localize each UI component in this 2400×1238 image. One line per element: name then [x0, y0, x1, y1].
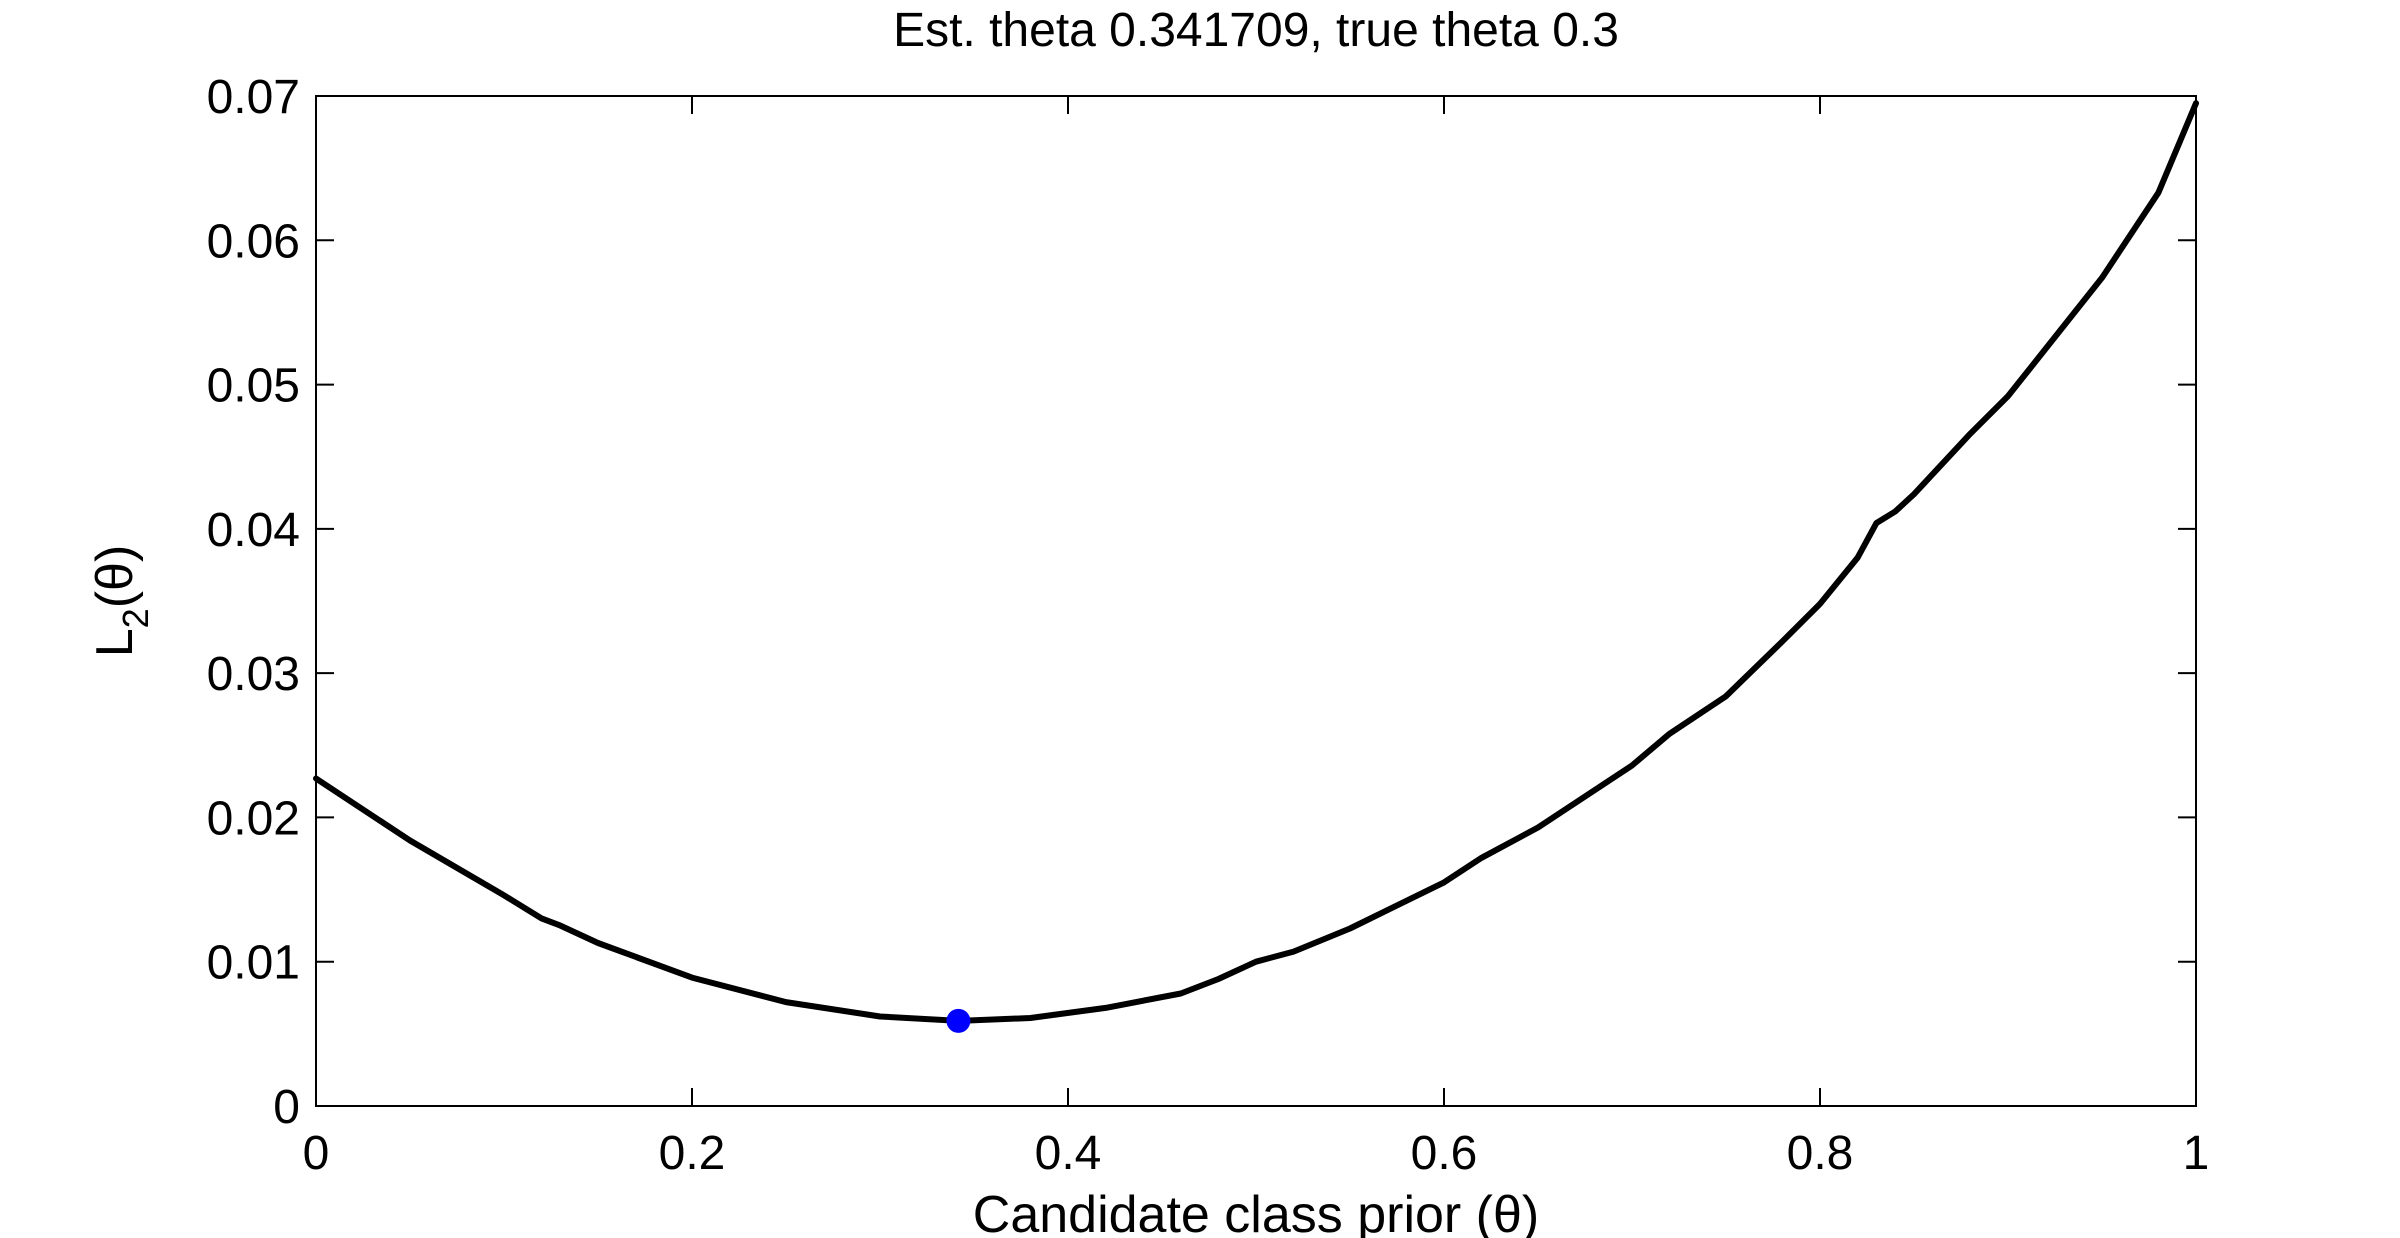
y-tick-label: 0.06 — [207, 215, 300, 268]
estimate-marker — [946, 1008, 971, 1033]
x-tick-label: 0.4 — [1035, 1127, 1102, 1180]
series-layer — [313, 100, 2199, 1024]
y-tick-label: 0.07 — [207, 71, 300, 124]
plot-area: 0 0.01 0.02 0.03 0.04 0.05 0.06 0.07 0 0.2 0.4 0.6… — [207, 71, 2210, 1180]
y-tick-label: 0 — [273, 1081, 300, 1134]
x-tick-label: 1 — [2183, 1127, 2210, 1180]
y-label-base: L — [86, 628, 144, 657]
y-tick-label: 0.04 — [207, 504, 300, 557]
x-axis-label: Candidate class prior (θ) — [973, 1186, 1539, 1238]
y-axis-ticks: 0 0.01 0.02 0.03 0.04 0.05 0.06 0.07 — [207, 71, 2196, 1134]
chart-title: Est. theta 0.341709, true theta 0.3 — [893, 4, 1619, 57]
y-tick-label: 0.01 — [207, 937, 300, 990]
x-tick-label: 0 — [303, 1127, 330, 1180]
x-tick-label: 0.8 — [1787, 1127, 1854, 1180]
axes-box — [315, 95, 2197, 1107]
y-tick-label: 0.05 — [207, 360, 300, 413]
y-label-subscript: 2 — [115, 608, 156, 628]
x-tick-label: 0.6 — [1411, 1127, 1478, 1180]
marker-layer — [946, 1008, 971, 1033]
x-tick-label: 0.2 — [659, 1127, 726, 1180]
y-axis-label: L2(θ) — [86, 545, 156, 658]
x-axis-ticks: 0 0.2 0.4 0.6 0.8 1 — [303, 96, 2210, 1180]
series-line — [313, 100, 2199, 1024]
y-label-tail: (θ) — [86, 545, 144, 609]
y-tick-label: 0.02 — [207, 792, 300, 845]
svg-text:L2(θ): L2(θ) — [86, 545, 156, 658]
y-tick-label: 0.03 — [207, 648, 300, 701]
